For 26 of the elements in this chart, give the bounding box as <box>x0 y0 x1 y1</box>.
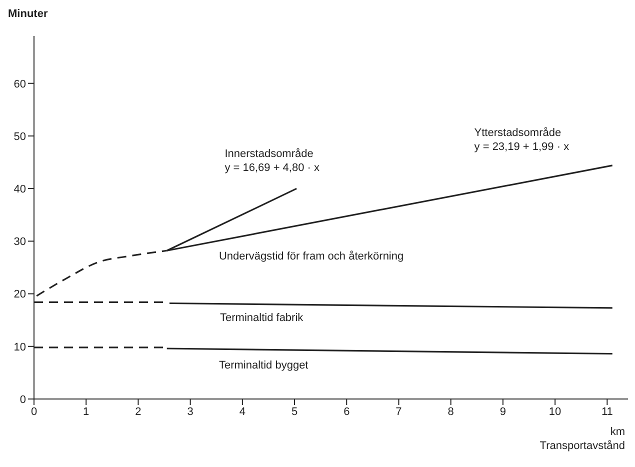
x-tick-label: 4 <box>239 406 246 418</box>
y-tick-label: 30 <box>14 236 26 248</box>
x-tick-label: 6 <box>344 406 350 418</box>
x-tick-label: 2 <box>135 406 142 418</box>
x-tick-label: 5 <box>291 406 298 418</box>
x-tick-label: 0 <box>30 406 38 418</box>
x-tick-label: 1 <box>83 406 90 418</box>
x-tick-label: 9 <box>500 406 506 418</box>
annotation: Innerstadsområde y = 16,69 + 4,80 · x <box>224 148 320 174</box>
x-tick-label: 10 <box>548 406 562 418</box>
y-tick-label: 60 <box>14 78 26 90</box>
y-tick-label: 10 <box>14 341 26 354</box>
x-axis-title: km Transportavstånd <box>540 425 625 453</box>
y-axis-title: Minuter <box>8 8 48 20</box>
x-tick-label: 8 <box>448 406 454 418</box>
annotation: Ytterstadsområde y = 23,19 + 1,99 · x <box>474 126 570 153</box>
annotation: Terminaltid bygget <box>218 359 308 372</box>
annotation: Undervägstid för fram och återkörning <box>218 250 404 263</box>
y-tick-label: 20 <box>14 288 26 301</box>
x-tick-label: 11 <box>601 406 613 418</box>
annotation: Terminaltid fabrik <box>220 312 304 324</box>
x-tick-label: 7 <box>396 406 402 418</box>
y-tick-label: 40 <box>14 183 26 196</box>
x-tick-label: 3 <box>187 406 194 418</box>
y-tick-label: 50 <box>14 130 26 143</box>
y-tick-label: 0 <box>20 394 26 406</box>
